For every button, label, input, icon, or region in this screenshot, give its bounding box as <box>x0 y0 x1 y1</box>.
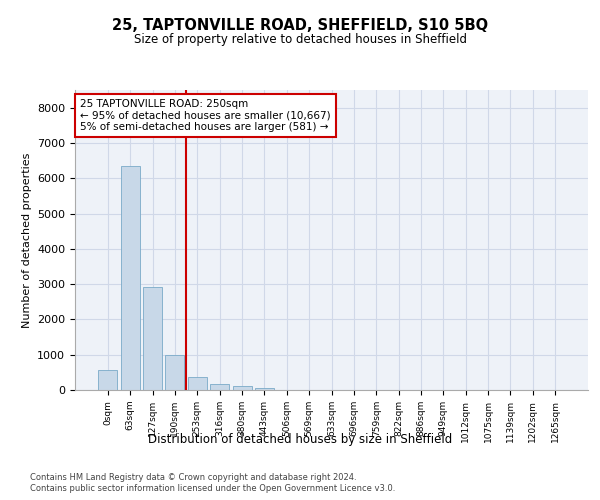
Bar <box>98 370 118 390</box>
Bar <box>255 388 274 390</box>
Text: Contains HM Land Registry data © Crown copyright and database right 2024.: Contains HM Land Registry data © Crown c… <box>30 472 356 482</box>
Bar <box>143 287 162 390</box>
Text: Distribution of detached houses by size in Sheffield: Distribution of detached houses by size … <box>148 432 452 446</box>
Bar <box>121 166 140 390</box>
Bar <box>166 356 184 390</box>
Bar <box>233 386 251 390</box>
Y-axis label: Number of detached properties: Number of detached properties <box>22 152 32 328</box>
Text: 25, TAPTONVILLE ROAD, SHEFFIELD, S10 5BQ: 25, TAPTONVILLE ROAD, SHEFFIELD, S10 5BQ <box>112 18 488 32</box>
Text: 25 TAPTONVILLE ROAD: 250sqm
← 95% of detached houses are smaller (10,667)
5% of : 25 TAPTONVILLE ROAD: 250sqm ← 95% of det… <box>80 99 331 132</box>
Bar <box>210 384 229 390</box>
Text: Size of property relative to detached houses in Sheffield: Size of property relative to detached ho… <box>133 32 467 46</box>
Text: Contains public sector information licensed under the Open Government Licence v3: Contains public sector information licen… <box>30 484 395 493</box>
Bar <box>188 377 207 390</box>
